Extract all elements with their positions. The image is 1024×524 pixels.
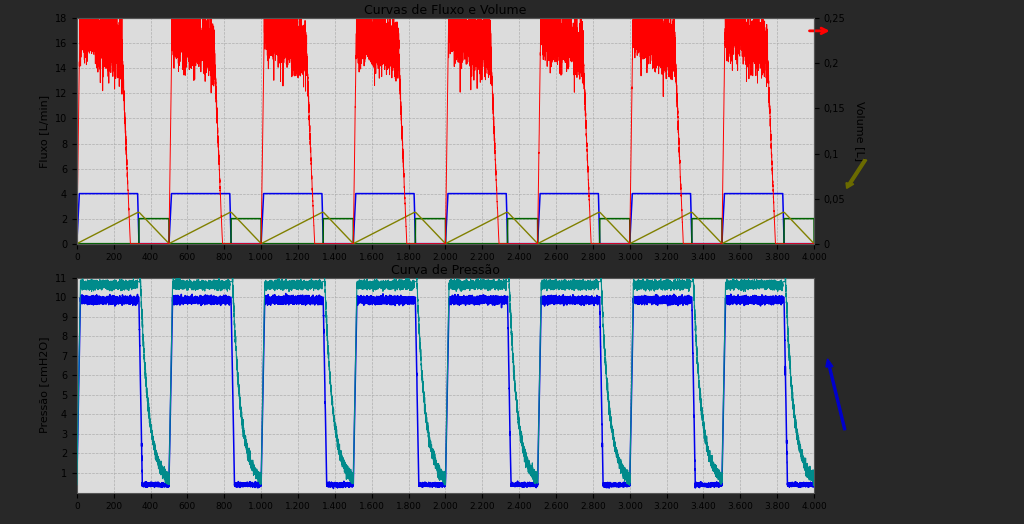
Title: Curva de Pressão: Curva de Pressão xyxy=(391,264,500,277)
Y-axis label: Volume [L]: Volume [L] xyxy=(855,101,865,161)
Title: Curvas de Fluxo e Volume: Curvas de Fluxo e Volume xyxy=(365,4,526,17)
Y-axis label: Pressão [cmH2O]: Pressão [cmH2O] xyxy=(39,337,49,433)
Y-axis label: Fluxo [L/min]: Fluxo [L/min] xyxy=(39,94,49,168)
